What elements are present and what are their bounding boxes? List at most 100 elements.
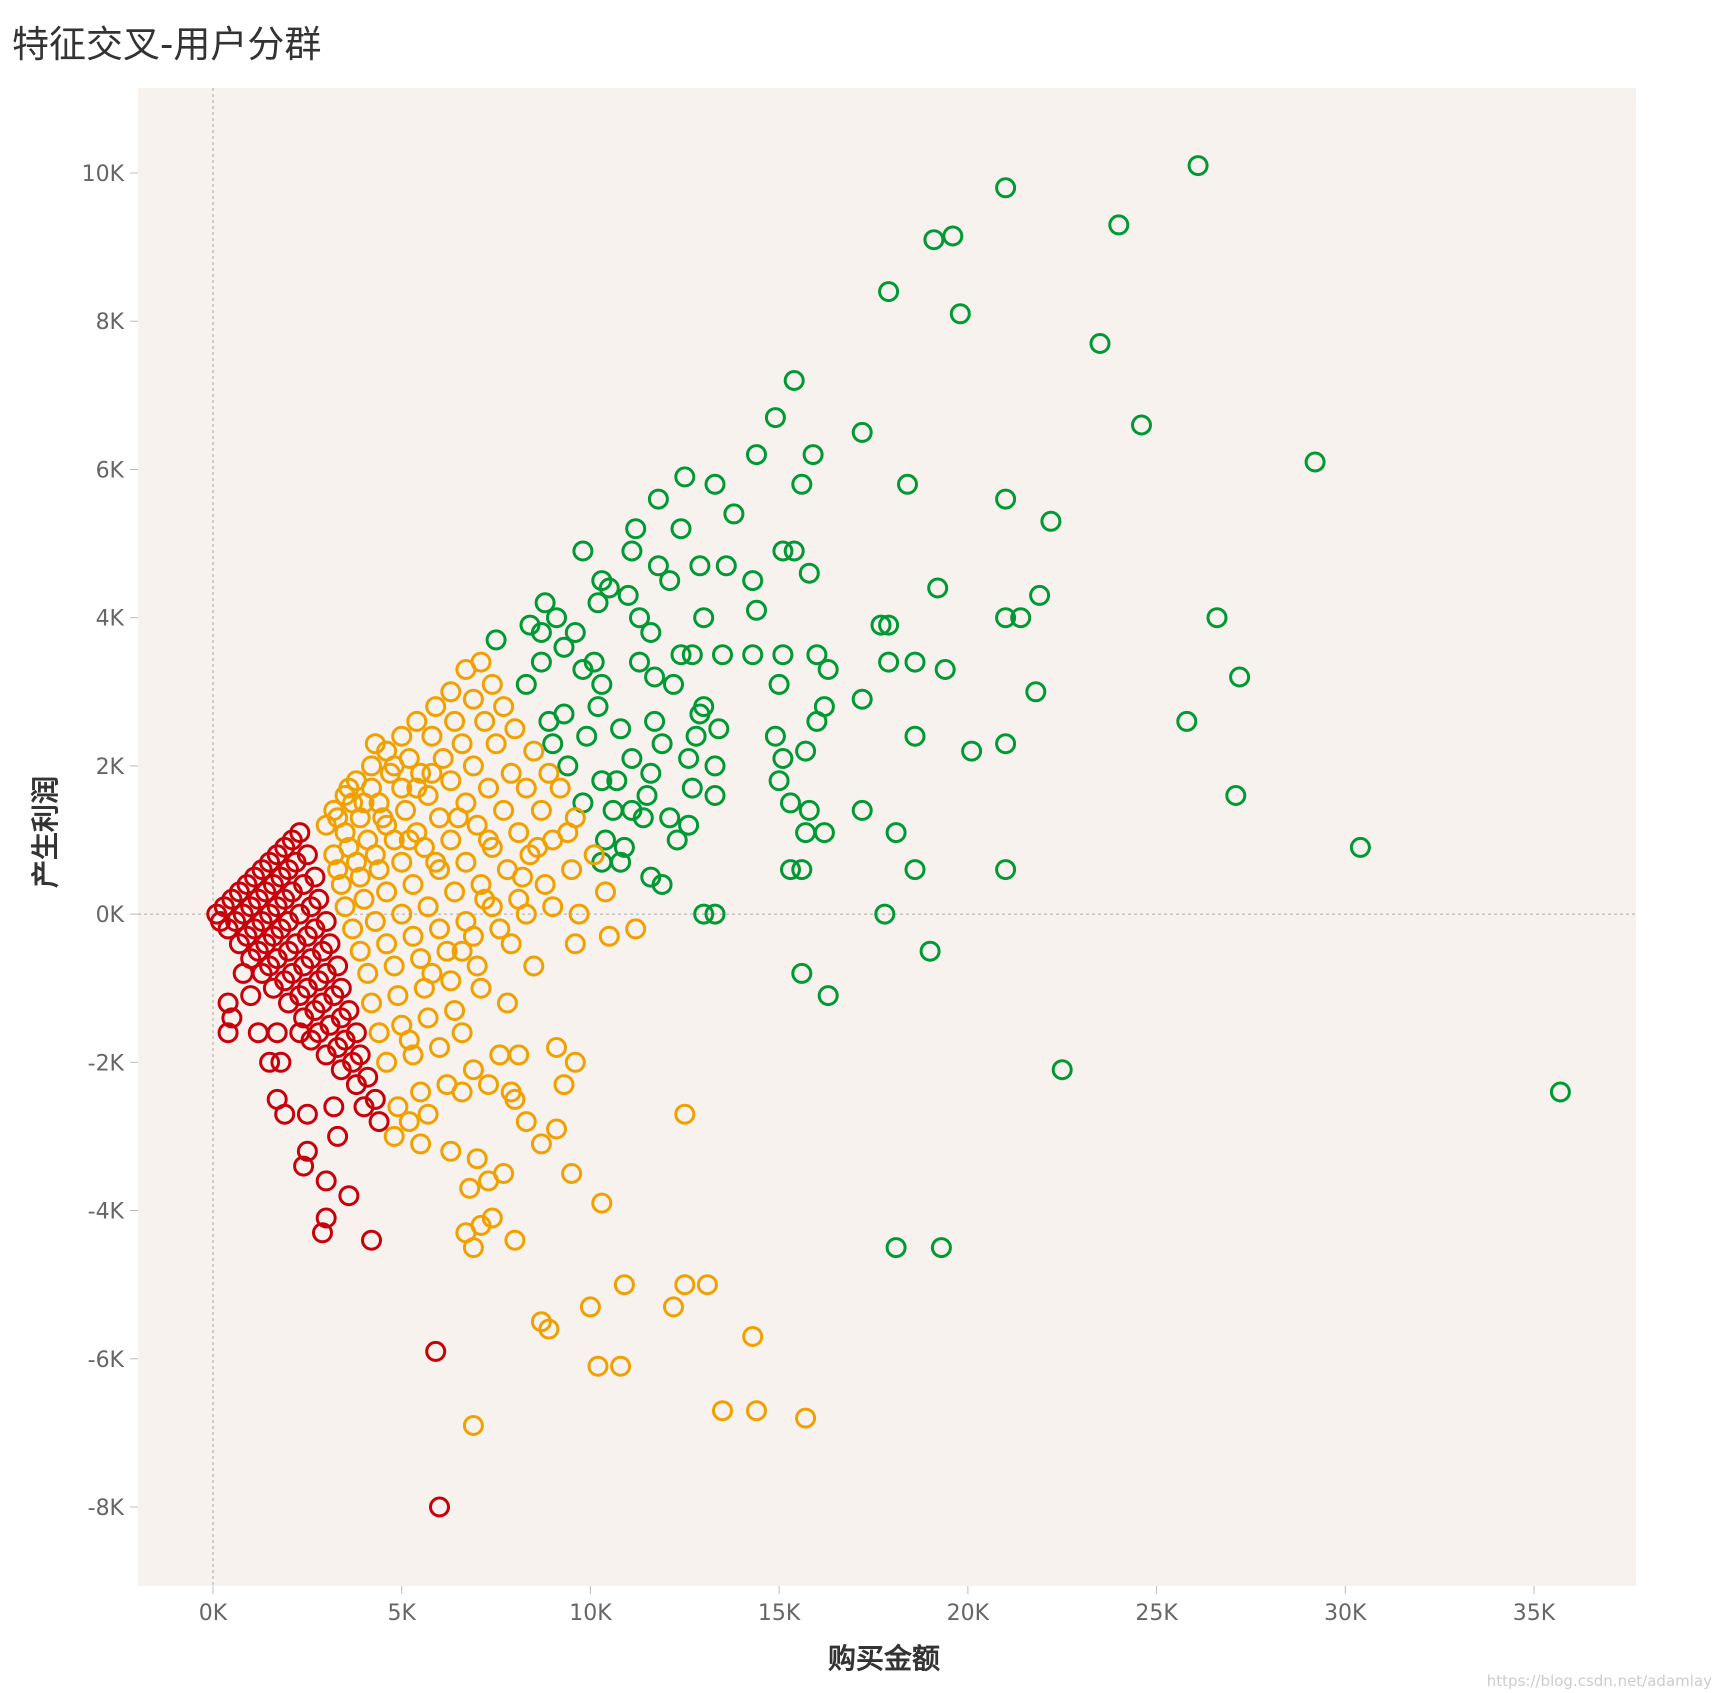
- data-point: [764, 407, 786, 429]
- data-point: [780, 792, 801, 814]
- series-2: [206, 822, 450, 1518]
- data-point: [228, 933, 250, 955]
- y-tick-label: -2K: [88, 1051, 125, 1076]
- data-point: [451, 940, 473, 962]
- data-point: [474, 888, 496, 910]
- data-point: [689, 703, 711, 725]
- data-point: [402, 925, 424, 947]
- data-point: [885, 1237, 907, 1259]
- data-point: [489, 918, 511, 940]
- data-point: [361, 1229, 382, 1251]
- data-point: [549, 777, 571, 799]
- data-point: [561, 1163, 583, 1184]
- data-point: [904, 651, 926, 673]
- data-point: [572, 659, 594, 680]
- data-point: [576, 725, 598, 747]
- data-point: [391, 725, 413, 747]
- x-tick-label: 35K: [1513, 1601, 1556, 1626]
- data-point: [364, 844, 386, 866]
- data-point: [383, 829, 405, 851]
- data-point: [723, 503, 745, 525]
- data-point: [674, 1103, 696, 1125]
- data-point: [591, 673, 613, 695]
- data-point: [568, 903, 590, 925]
- data-point: [315, 1044, 337, 1066]
- data-point: [338, 1185, 360, 1207]
- data-point: [504, 718, 526, 740]
- data-point: [817, 985, 839, 1007]
- data-point: [410, 762, 432, 784]
- data-point: [515, 673, 537, 695]
- data-point: [659, 807, 681, 829]
- data-point: [1089, 333, 1111, 354]
- data-point: [870, 614, 892, 636]
- data-point: [647, 555, 669, 577]
- data-point: [485, 733, 507, 755]
- y-axis-ticks: 10K 8K 6K 4K 2K 0K -2K -4K -6K -8K: [82, 162, 138, 1521]
- data-point: [402, 874, 424, 895]
- data-point: [1549, 1081, 1571, 1103]
- data-point: [459, 1177, 481, 1199]
- data-point: [678, 814, 700, 836]
- data-point: [466, 955, 488, 977]
- data-point: [1029, 584, 1051, 606]
- data-point: [421, 725, 443, 747]
- data-point: [564, 933, 586, 955]
- data-point: [783, 370, 805, 391]
- data-point: [538, 762, 560, 784]
- data-point: [534, 592, 556, 614]
- x-tick-label: 20K: [947, 1601, 990, 1626]
- data-point: [674, 1274, 696, 1296]
- data-point: [704, 903, 726, 925]
- data-point: [504, 1088, 526, 1110]
- x-axis-ticks: 0K 5K 10K 15K 20K 25K 30K 35K: [199, 1586, 1556, 1626]
- data-point: [659, 570, 681, 592]
- data-point: [897, 473, 918, 495]
- data-point: [493, 799, 515, 821]
- data-point: [670, 644, 692, 666]
- data-point: [361, 992, 382, 1014]
- data-point: [806, 710, 828, 732]
- data-point: [315, 1170, 337, 1192]
- data-point: [323, 1096, 345, 1118]
- series-0: [485, 155, 1571, 1259]
- data-point: [995, 859, 1017, 881]
- data-point: [432, 748, 454, 769]
- data-point: [421, 762, 443, 784]
- data-point: [425, 1340, 447, 1362]
- data-point: [923, 229, 945, 251]
- x-axis-title: 购买金额: [828, 1642, 940, 1675]
- data-point: [421, 962, 443, 984]
- data-point: [425, 696, 447, 718]
- data-point: [579, 1296, 601, 1318]
- data-point: [398, 829, 420, 851]
- data-point: [878, 651, 900, 673]
- data-point: [961, 740, 983, 762]
- data-point: [715, 555, 737, 577]
- data-point: [534, 874, 556, 895]
- data-point: [345, 1074, 367, 1096]
- data-point: [466, 814, 488, 836]
- data-point: [795, 740, 817, 762]
- data-point: [262, 977, 284, 999]
- data-point: [851, 799, 873, 821]
- data-point: [296, 1103, 318, 1125]
- chart-title: 特征交叉-用户分群: [12, 23, 322, 66]
- data-point: [462, 1415, 484, 1436]
- data-point: [930, 1237, 952, 1259]
- data-point: [376, 933, 398, 955]
- data-point: [527, 836, 549, 858]
- data-point: [368, 1111, 390, 1133]
- x-tick-label: 15K: [758, 1601, 801, 1626]
- data-point: [742, 644, 764, 666]
- data-point: [398, 1029, 420, 1051]
- data-point: [357, 962, 379, 984]
- data-point: [587, 1355, 609, 1377]
- data-point: [429, 1037, 450, 1058]
- data-point: [708, 718, 730, 740]
- data-point: [791, 859, 813, 881]
- data-point: [557, 822, 579, 844]
- data-point: [436, 940, 458, 962]
- data-point: [530, 651, 552, 673]
